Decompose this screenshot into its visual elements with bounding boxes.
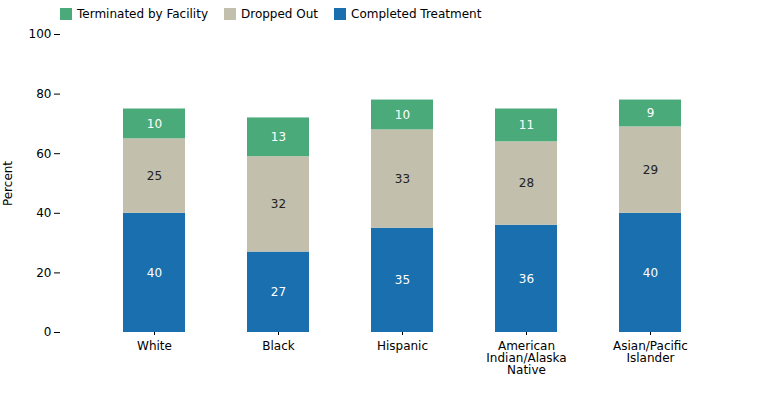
svg-text:White: White — [137, 339, 172, 353]
svg-text:40: 40 — [36, 206, 51, 220]
svg-text:9: 9 — [647, 106, 655, 120]
html-text:Completed Treatment: Completed Treatment — [351, 7, 482, 21]
svg-text:11: 11 — [519, 118, 534, 132]
svg-text:25: 25 — [147, 169, 162, 183]
svg-text:40: 40 — [147, 266, 162, 280]
svg-text:40: 40 — [643, 266, 658, 280]
svg-text:32: 32 — [271, 197, 286, 211]
svg-text:Asian/PacificIslander: Asian/PacificIslander — [613, 339, 688, 365]
svg-text:100: 100 — [29, 27, 52, 41]
svg-text:29: 29 — [643, 163, 658, 177]
svg-text:0: 0 — [44, 325, 52, 339]
html-text:Terminated by Facility: Terminated by Facility — [77, 7, 208, 21]
svg-text:Black: Black — [262, 339, 295, 353]
svg-text:Percent: Percent — [1, 161, 15, 206]
svg-text:10: 10 — [147, 117, 162, 131]
svg-text:60: 60 — [36, 147, 51, 161]
svg-text:35: 35 — [395, 273, 410, 287]
html-text:Dropped Out: Dropped Out — [241, 7, 319, 21]
svg-text:33: 33 — [395, 172, 410, 186]
svg-text:AmericanIndian/AlaskaNative: AmericanIndian/AlaskaNative — [486, 339, 566, 377]
svg-text:80: 80 — [36, 87, 51, 101]
svg-text:28: 28 — [519, 176, 534, 190]
svg-text:36: 36 — [519, 272, 534, 286]
svg-text:20: 20 — [36, 266, 51, 280]
svg-text:27: 27 — [271, 285, 286, 299]
svg-text:10: 10 — [395, 108, 410, 122]
svg-text:13: 13 — [271, 130, 286, 144]
svg-text:Hispanic: Hispanic — [377, 339, 428, 353]
